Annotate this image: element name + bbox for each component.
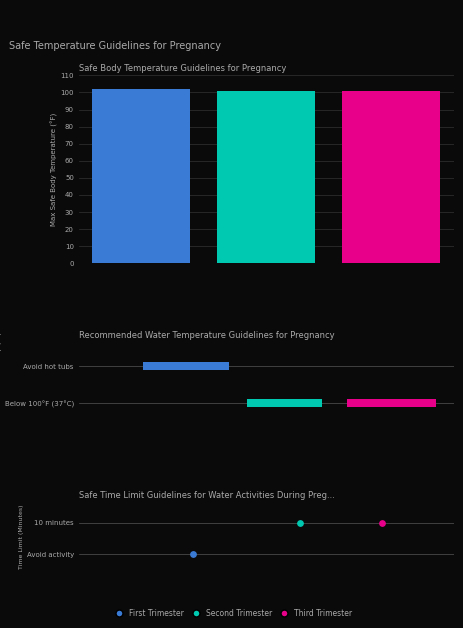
Y-axis label: Max Safe Body Temperature (°F): Max Safe Body Temperature (°F) <box>50 112 57 226</box>
Bar <box>143 362 229 371</box>
Text: Safe Time Limit Guidelines for Water Activities During Preg...: Safe Time Limit Guidelines for Water Act… <box>79 491 335 501</box>
Point <box>296 518 304 528</box>
Bar <box>218 90 315 263</box>
Bar <box>343 90 440 263</box>
Y-axis label: Time Limit (Minutes): Time Limit (Minutes) <box>19 505 24 569</box>
Bar <box>347 399 436 408</box>
Legend: First Trimester, Second Trimester, Third Trimester: First Trimester, Second Trimester, Third… <box>108 606 355 621</box>
Bar <box>93 89 190 263</box>
Text: Recommended Water Temperature Guidelines for Pregnancy: Recommended Water Temperature Guidelines… <box>79 331 334 340</box>
Y-axis label: Recommended Water Temp (°C): Recommended Water Temp (°C) <box>0 332 2 433</box>
Bar <box>247 399 322 408</box>
Text: Safe Temperature Guidelines for Pregnancy: Safe Temperature Guidelines for Pregnanc… <box>9 41 221 51</box>
Point <box>379 518 386 528</box>
Text: Safe Body Temperature Guidelines for Pregnancy: Safe Body Temperature Guidelines for Pre… <box>79 64 286 73</box>
Point <box>189 550 197 560</box>
